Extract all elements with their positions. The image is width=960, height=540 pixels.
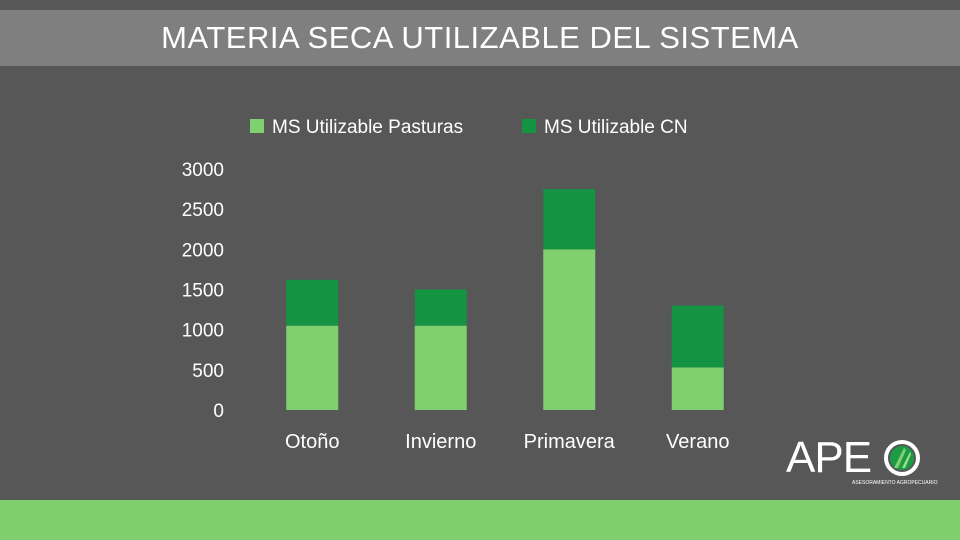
y-tick-label: 1500 <box>182 281 224 302</box>
y-tick-label: 2500 <box>182 200 224 221</box>
bar-cn-0 <box>286 279 339 326</box>
x-category-label: Verano <box>666 431 729 453</box>
footer-band <box>0 500 960 540</box>
slide-title: MATERIA SECA UTILIZABLE DEL SISTEMA <box>161 20 799 55</box>
bar-cn-2 <box>543 189 596 250</box>
ape-logo: APE ASESORAMIENTO AGROPECUARIO <box>786 432 937 492</box>
logo-subtitle: ASESORAMIENTO AGROPECUARIO <box>852 480 938 486</box>
legend-label-0: MS Utilizable Pasturas <box>272 117 463 138</box>
bar-pasturas-0 <box>286 325 339 410</box>
y-tick-label: 3000 <box>182 160 224 181</box>
y-tick-label: 1000 <box>182 321 224 342</box>
x-category-label: Otoño <box>285 431 339 453</box>
legend-label-1: MS Utilizable CN <box>544 117 688 138</box>
bar-cn-3 <box>671 305 724 368</box>
y-tick-label: 500 <box>192 361 224 382</box>
grass-circle-icon <box>884 440 920 476</box>
legend-swatch-1 <box>522 119 536 133</box>
title-band <box>0 10 960 66</box>
stacked-bar-chart: 0 500 1000 1500 2000 2500 3000 Otoño Invierno Pri… <box>182 117 730 453</box>
bar-cn-1 <box>414 289 467 326</box>
x-category-label: Invierno <box>405 431 476 453</box>
bar-pasturas-1 <box>414 325 467 410</box>
bar-pasturas-3 <box>671 367 724 410</box>
y-tick-label: 2000 <box>182 240 224 261</box>
legend-swatch-0 <box>250 119 264 133</box>
logo-text: APE <box>786 433 872 482</box>
x-category-label: Primavera <box>524 431 616 453</box>
bar-pasturas-2 <box>543 249 596 410</box>
y-tick-label: 0 <box>213 401 224 422</box>
top-strip <box>0 0 960 10</box>
